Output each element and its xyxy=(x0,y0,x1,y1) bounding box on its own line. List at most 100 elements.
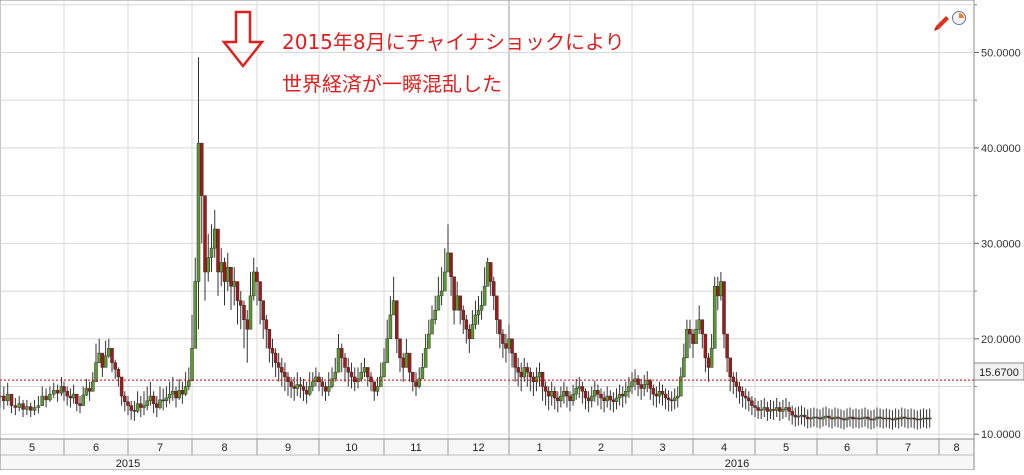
candle-body xyxy=(546,391,551,397)
candle-body xyxy=(330,378,334,387)
candle-body xyxy=(719,281,723,297)
candle-body xyxy=(75,393,79,404)
current-value-text: 15.6700 xyxy=(979,367,1019,379)
candle-body xyxy=(196,142,201,282)
candle-body xyxy=(663,393,668,399)
candle-body xyxy=(611,399,616,403)
candle-body xyxy=(206,257,210,273)
candle-body xyxy=(129,405,133,411)
candle-body xyxy=(577,386,582,389)
candle-body xyxy=(737,386,742,392)
candle-body xyxy=(407,352,412,373)
candle-body xyxy=(809,417,813,420)
candle-body xyxy=(534,376,539,382)
month-label: 7 xyxy=(157,442,163,454)
year-label: 2015 xyxy=(116,458,140,470)
candle-body xyxy=(273,352,278,363)
annotation-line-1: 2015年8月にチャイナショックにより xyxy=(282,30,625,54)
candle-body xyxy=(485,262,490,287)
candle-body xyxy=(903,416,907,419)
candle-body xyxy=(516,367,520,373)
candle-body xyxy=(307,386,312,395)
candle-body xyxy=(439,290,444,297)
candle-body xyxy=(280,367,284,373)
candle-body xyxy=(709,348,714,368)
candle-body xyxy=(645,380,649,385)
month-label: 10 xyxy=(345,442,357,454)
candle-body xyxy=(398,338,402,359)
y-tick-label: 10.0000 xyxy=(981,429,1021,441)
candle-body xyxy=(340,348,344,359)
candle-body xyxy=(379,376,383,387)
candle-body xyxy=(651,388,656,395)
month-label: 9 xyxy=(285,442,291,454)
candle-body xyxy=(488,262,493,282)
candle-body xyxy=(586,397,591,402)
candle-body xyxy=(135,403,140,412)
year-label: 2016 xyxy=(725,458,749,470)
candle-body xyxy=(17,403,21,408)
candle-body xyxy=(636,378,640,385)
candle-body xyxy=(854,417,858,420)
candle-body xyxy=(790,411,794,416)
candle-body xyxy=(372,381,376,392)
candle-body xyxy=(893,417,898,421)
candle-body xyxy=(333,371,337,380)
candle-body xyxy=(219,262,223,273)
candle-body xyxy=(91,381,95,392)
candle-body xyxy=(423,348,428,368)
candle-body xyxy=(627,386,631,392)
candle-body xyxy=(167,393,172,399)
candle-body xyxy=(87,388,92,392)
pencil-tool-icon[interactable] xyxy=(934,16,949,31)
candle-body xyxy=(21,403,25,410)
candle-body xyxy=(452,276,456,311)
candle-body xyxy=(927,417,932,420)
candle-body xyxy=(666,397,671,401)
candle-body xyxy=(765,407,770,412)
candle-body xyxy=(145,400,149,406)
candle-body xyxy=(608,395,613,401)
candle-body xyxy=(697,319,701,330)
candle-body xyxy=(694,329,698,344)
candle-body xyxy=(385,338,389,363)
candle-body xyxy=(753,405,757,408)
candle-body xyxy=(142,405,146,408)
candle-body xyxy=(458,295,462,311)
candle-body xyxy=(836,416,840,419)
candle-body xyxy=(362,367,367,373)
candle-body xyxy=(513,352,517,368)
candle-body xyxy=(884,417,889,420)
candle-body xyxy=(401,357,405,368)
candle-body xyxy=(556,397,560,402)
candle-body xyxy=(875,416,879,420)
candle-body xyxy=(123,395,127,403)
candle-body xyxy=(427,333,431,349)
candle-body xyxy=(589,395,594,402)
candle-body xyxy=(455,295,459,311)
candle-body xyxy=(113,362,117,370)
candle-body xyxy=(267,329,272,349)
y-tick-label: 20.0000 xyxy=(981,334,1021,346)
candle-body xyxy=(295,384,300,389)
candle-body xyxy=(863,416,867,419)
candle-body xyxy=(97,352,101,363)
candle-body xyxy=(213,228,217,249)
clock-icon[interactable] xyxy=(952,11,966,25)
candle-body xyxy=(583,391,588,399)
candle-body xyxy=(924,417,929,420)
candle-body xyxy=(126,401,130,406)
month-label: 11 xyxy=(410,442,421,454)
candle-body xyxy=(473,314,478,325)
candle-body xyxy=(62,386,66,392)
candle-body xyxy=(180,390,185,395)
candle-body xyxy=(759,409,763,411)
candle-body xyxy=(301,386,306,391)
candle-body xyxy=(443,271,447,292)
candle-body xyxy=(375,386,380,392)
candle-body xyxy=(510,338,514,354)
candle-body xyxy=(881,417,885,420)
candle-body xyxy=(349,371,354,378)
axis-layer: 10.0000 20.0000 30.0000 40.0000 50.0000 5 6 7 8 9… xyxy=(0,4,1021,471)
candle-body xyxy=(740,391,745,397)
